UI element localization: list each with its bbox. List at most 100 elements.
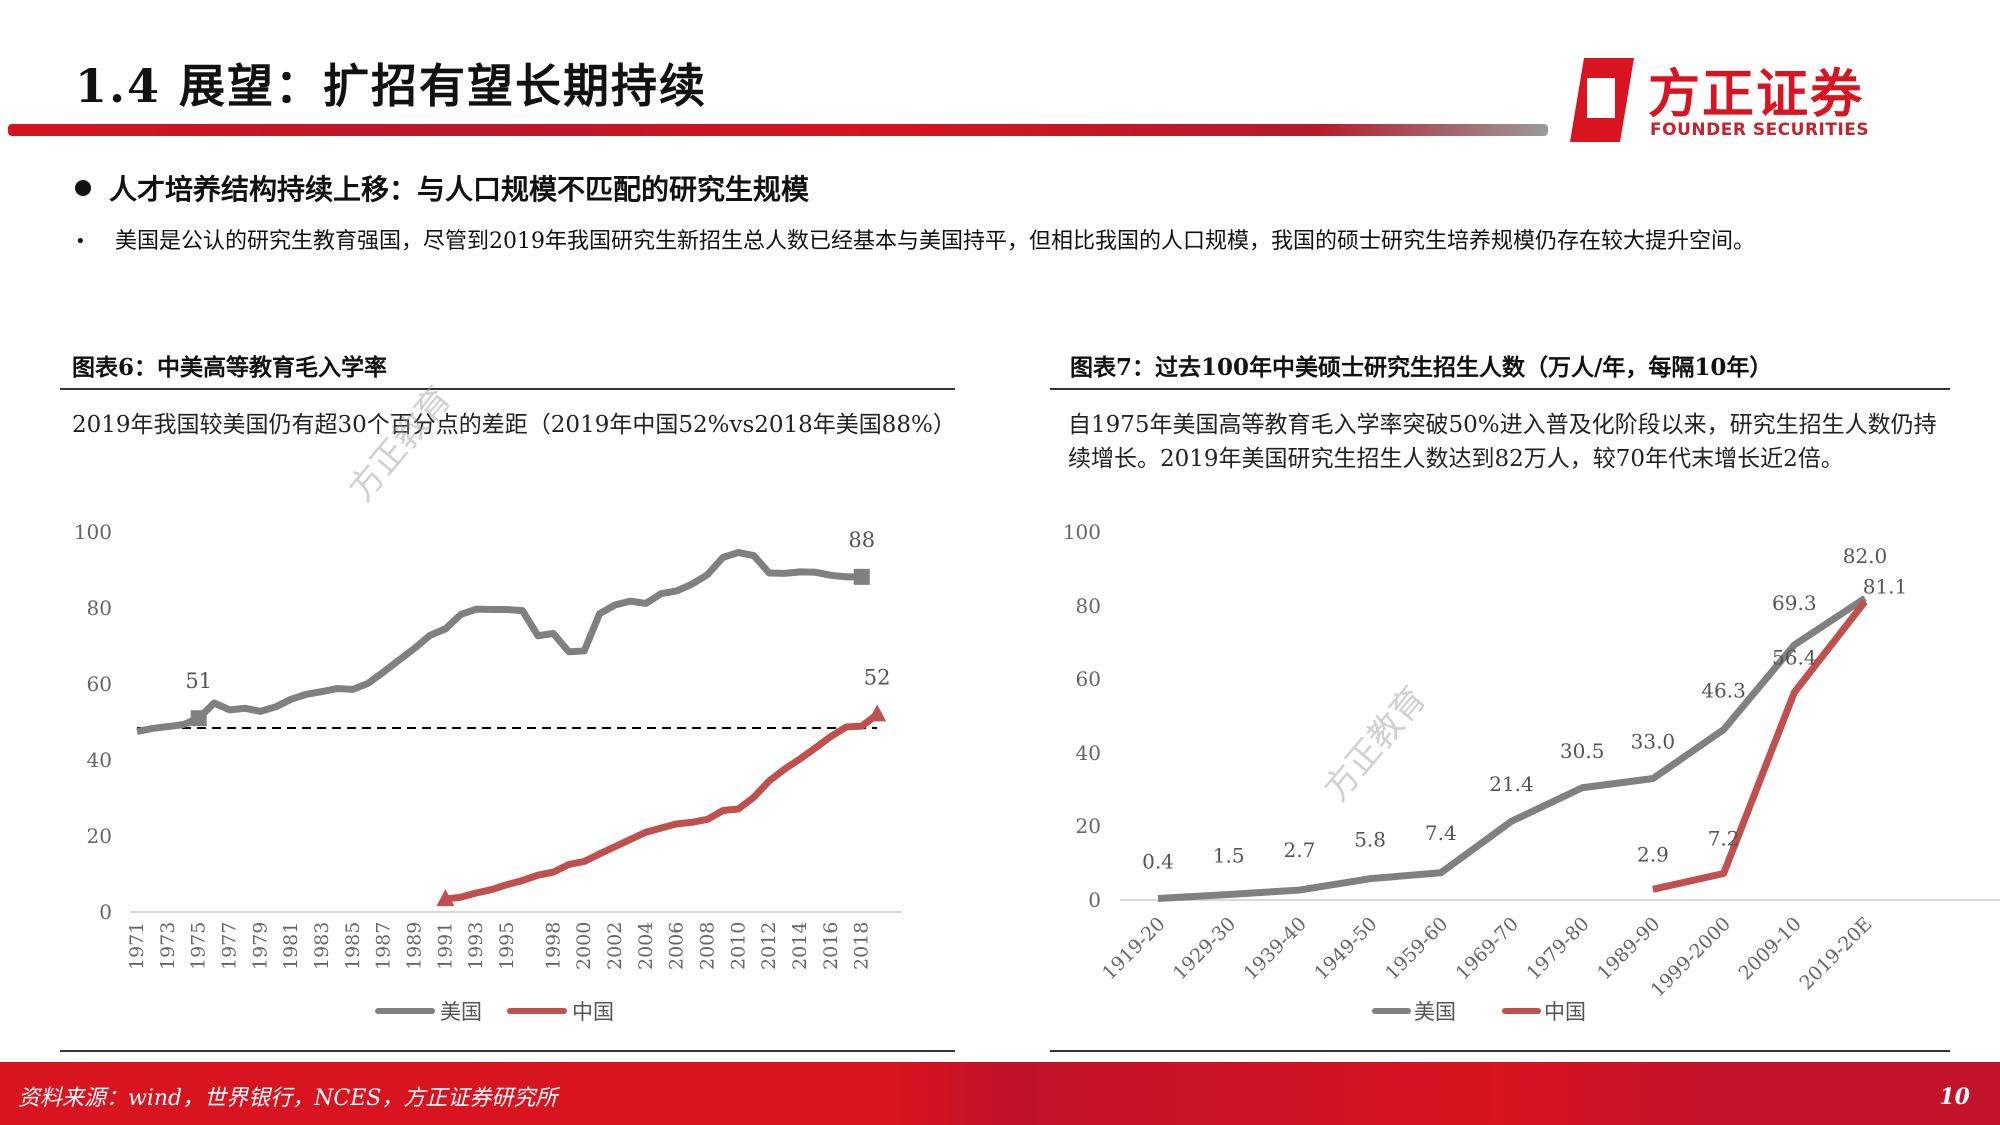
svg-text:1995: 1995	[496, 922, 518, 970]
svg-text:2009-10: 2009-10	[1734, 913, 1805, 984]
series-line-china	[444, 711, 880, 903]
svg-text:2010: 2010	[727, 922, 749, 970]
figure6-title: 图表6：中美高等教育毛入学率	[72, 354, 388, 381]
svg-text:美国: 美国	[1414, 1000, 1456, 1024]
logo-english-text: FOUNDER SECURITIES	[1650, 120, 1870, 140]
svg-text:2014: 2014	[789, 922, 811, 970]
svg-text:100: 100	[74, 520, 112, 544]
svg-text:0: 0	[1088, 888, 1101, 912]
svg-text:1989-90: 1989-90	[1593, 913, 1664, 984]
svg-text:40: 40	[1076, 741, 1101, 765]
series-line-us	[136, 549, 862, 735]
figure6-rule	[60, 388, 955, 390]
svg-text:1919-20: 1919-20	[1098, 913, 1169, 984]
svg-text:5.8: 5.8	[1354, 828, 1386, 852]
svg-text:40: 40	[87, 748, 112, 772]
svg-text:1977: 1977	[219, 922, 241, 970]
svg-text:81.1: 81.1	[1863, 575, 1908, 599]
svg-text:21.4: 21.4	[1489, 772, 1534, 796]
svg-text:1989: 1989	[404, 922, 426, 970]
svg-text:1939-40: 1939-40	[1240, 913, 1311, 984]
svg-text:1949-50: 1949-50	[1310, 913, 1381, 984]
svg-text:1975: 1975	[188, 922, 210, 970]
paragraph-text: 美国是公认的研究生教育强国，尽管到2019年我国研究生新招生总人数已经基本与美国…	[115, 229, 1755, 254]
header-red-bar	[8, 124, 1548, 136]
svg-text:美国: 美国	[440, 1000, 482, 1024]
svg-text:中国: 中国	[572, 1000, 614, 1024]
svg-text:1959-60: 1959-60	[1381, 913, 1452, 984]
svg-text:1969-70: 1969-70	[1452, 913, 1523, 984]
section-heading: 人才培养结构持续上移：与人口规模不匹配的研究生规模	[75, 168, 809, 208]
svg-text:80: 80	[1076, 594, 1101, 618]
svg-text:20: 20	[1076, 814, 1101, 838]
figure6-bottom-rule	[60, 1050, 955, 1052]
svg-text:60: 60	[87, 672, 112, 696]
svg-text:2000: 2000	[573, 922, 595, 970]
section-heading-text: 人才培养结构持续上移：与人口规模不匹配的研究生规模	[109, 173, 810, 206]
svg-text:0: 0	[99, 900, 112, 924]
figure6-description: 2019年我国较美国仍有超30个百分点的差距（2019年中国52%vs2018年…	[72, 412, 956, 438]
svg-text:2019-20E: 2019-20E	[1795, 913, 1876, 994]
svg-text:1985: 1985	[342, 922, 364, 970]
series-line-china	[1652, 599, 1868, 893]
svg-text:2004: 2004	[635, 922, 657, 970]
founder-securities-logo: 方正证券 FOUNDER SECURITIES	[1570, 50, 1900, 150]
svg-text:2006: 2006	[666, 922, 688, 970]
svg-text:1979: 1979	[249, 922, 271, 970]
svg-text:52: 52	[864, 665, 891, 689]
svg-text:1983: 1983	[311, 922, 333, 970]
chart-master-enrollment: 100 80 60 40 20 0 0.4 1.5 2.7 5.8 7.4 21.4 30.…	[1063, 520, 2000, 1024]
svg-text:2.7: 2.7	[1283, 838, 1315, 862]
svg-text:1971: 1971	[126, 922, 148, 970]
page-number: 10	[1939, 1084, 1970, 1110]
footer-bar	[0, 1062, 2000, 1125]
chart1-legend: 美国 中国	[375, 1000, 614, 1024]
svg-text:中国: 中国	[1544, 1000, 1586, 1024]
svg-text:82.0: 82.0	[1843, 544, 1888, 568]
svg-text:33.0: 33.0	[1631, 730, 1676, 754]
svg-text:1.5: 1.5	[1213, 843, 1245, 867]
svg-text:1998: 1998	[542, 922, 564, 970]
svg-text:60: 60	[1076, 667, 1101, 691]
svg-text:1979-80: 1979-80	[1522, 913, 1593, 984]
series-line-us	[1157, 595, 1867, 903]
svg-text:2002: 2002	[604, 922, 626, 970]
svg-text:1981: 1981	[280, 922, 302, 970]
logo-mark-icon	[1570, 58, 1634, 142]
svg-text:56.4: 56.4	[1772, 645, 1817, 669]
svg-text:2012: 2012	[758, 922, 780, 970]
svg-text:88: 88	[848, 528, 875, 552]
figure7-rule	[1050, 388, 1950, 390]
svg-text:100: 100	[1063, 520, 1101, 544]
svg-text:0.4: 0.4	[1142, 850, 1174, 874]
y-axis: 100 80 60 40 20 0	[74, 520, 112, 924]
svg-text:1993: 1993	[465, 922, 487, 970]
small-bullet-icon: •	[75, 231, 86, 252]
svg-text:2018: 2018	[851, 922, 873, 970]
chart-gross-enrollment-rate: 100 80 60 40 20 0 51 88 52 1971 1973 1975 197…	[74, 520, 902, 1024]
svg-text:20: 20	[87, 824, 112, 848]
logo-chinese-text: 方正证券	[1648, 65, 1865, 125]
section-paragraph: • 美国是公认的研究生教育强国，尽管到2019年我国研究生新招生总人数已经基本与…	[75, 225, 1925, 259]
svg-text:51: 51	[185, 669, 212, 693]
chart2-legend: 美国 中国	[1372, 1000, 1586, 1024]
svg-text:1991: 1991	[434, 922, 456, 970]
svg-text:1987: 1987	[373, 922, 395, 970]
svg-text:2016: 2016	[820, 922, 842, 970]
source-note: 资料来源：wind，世界银行，NCES，方正证券研究所	[18, 1086, 558, 1111]
svg-text:2008: 2008	[697, 922, 719, 970]
svg-text:46.3: 46.3	[1701, 679, 1746, 703]
svg-text:80: 80	[87, 596, 112, 620]
svg-text:1929-30: 1929-30	[1169, 913, 1240, 984]
figure7-description: 自1975年美国高等教育毛入学率突破50%进入普及化阶段以来，研究生招生人数仍持…	[1068, 412, 1937, 472]
svg-text:69.3: 69.3	[1772, 591, 1817, 615]
svg-text:30.5: 30.5	[1560, 739, 1605, 763]
page-title: 1.4 展望：扩招有望长期持续	[75, 59, 708, 113]
svg-text:2.9: 2.9	[1637, 842, 1669, 866]
figure7-bottom-rule	[1050, 1050, 1950, 1052]
figure7-title: 图表7：过去100年中美硕士研究生招生人数（万人/年，每隔10年）	[1070, 354, 1773, 381]
y-axis: 100 80 60 40 20 0	[1063, 520, 1101, 912]
svg-text:7.4: 7.4	[1425, 821, 1457, 845]
bullet-dot-icon	[75, 180, 91, 196]
svg-text:1973: 1973	[157, 922, 179, 970]
